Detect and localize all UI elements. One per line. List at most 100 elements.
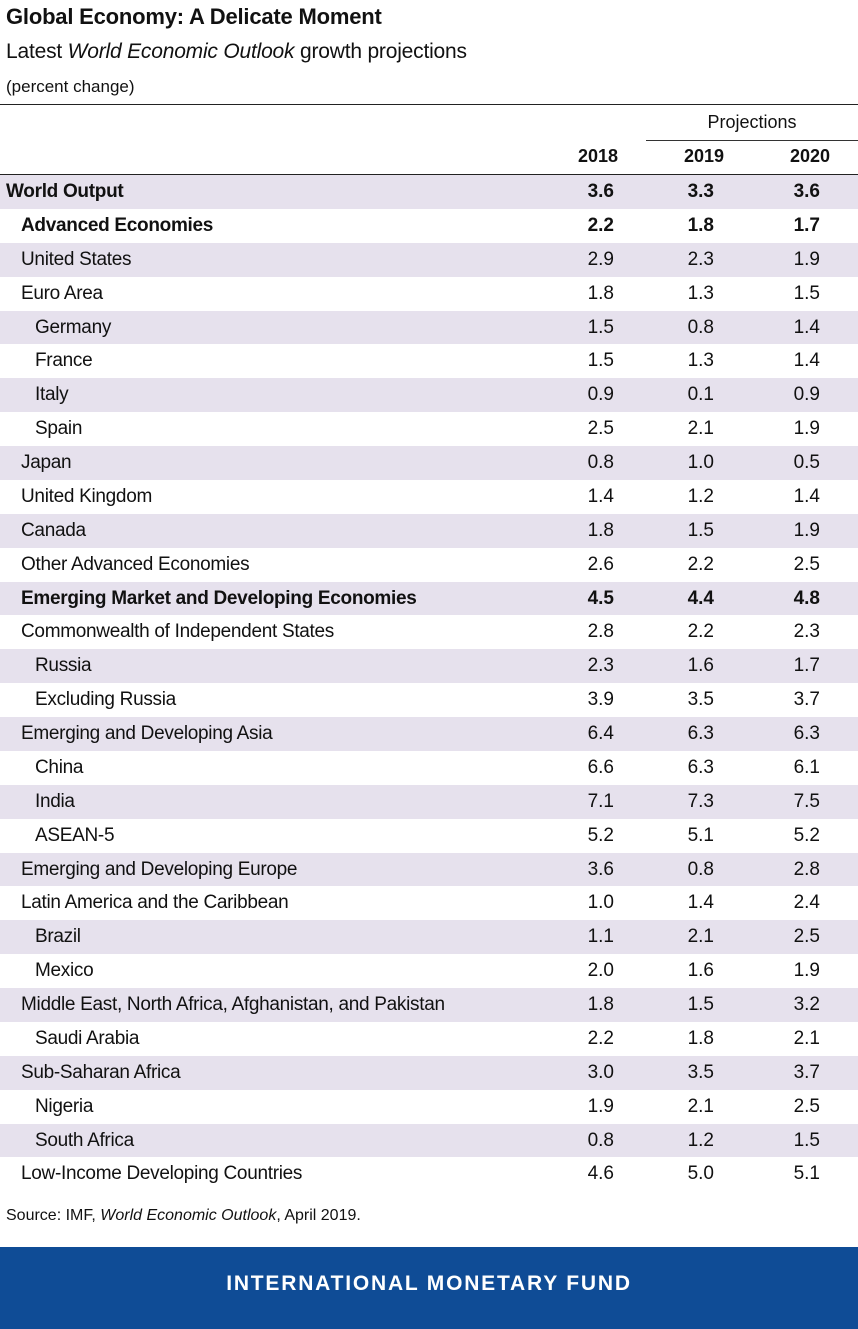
row-label: Euro Area bbox=[21, 282, 103, 304]
value-2018: 6.4 bbox=[587, 723, 614, 744]
table-row: Canada 1.8 1.5 1.9 bbox=[0, 513, 858, 548]
row-label: Italy bbox=[35, 384, 69, 406]
value-2020: 1.9 bbox=[793, 248, 820, 270]
row-label: Other Advanced Economies bbox=[21, 553, 250, 575]
value-2019: 1.0 bbox=[687, 452, 714, 473]
source-prefix: Source: IMF, bbox=[6, 1207, 101, 1224]
value-2018: 1.0 bbox=[587, 892, 614, 914]
value-2019: 1.2 bbox=[687, 485, 714, 507]
value-2018: 2.2 bbox=[587, 214, 614, 236]
value-2019: 1.5 bbox=[687, 519, 714, 541]
value-2018: 1.8 bbox=[587, 994, 614, 1015]
value-2020: 1.9 bbox=[793, 418, 820, 440]
table-row: Spain 2.5 2.1 1.9 bbox=[0, 412, 858, 446]
value-2019: 0.1 bbox=[687, 384, 714, 406]
value-2019: 5.0 bbox=[687, 1163, 714, 1185]
value-2020: 2.8 bbox=[793, 858, 820, 880]
subtitle-publication: World Economic Outlook bbox=[67, 40, 295, 63]
table-row: World Output 3.6 3.3 3.6 bbox=[0, 175, 858, 209]
value-2018: 2.9 bbox=[587, 248, 614, 270]
table-body: World Output 3.6 3.3 3.6 Advanced Economies 2… bbox=[0, 175, 858, 1191]
row-label: Russia bbox=[35, 655, 92, 677]
row-label: Advanced Economies bbox=[21, 214, 214, 236]
value-2019: 2.1 bbox=[687, 1095, 714, 1117]
table-row: Japan 0.8 1.0 0.5 bbox=[0, 446, 858, 480]
table-row: Mexico 2.0 1.6 1.9 bbox=[0, 954, 858, 988]
column-header-2018: 2018 bbox=[577, 146, 618, 166]
value-2018: 1.8 bbox=[587, 519, 614, 541]
value-2019: 2.3 bbox=[687, 248, 714, 270]
subtitle-suffix: growth projections bbox=[294, 40, 467, 63]
row-label: Mexico bbox=[35, 960, 94, 982]
value-2020: 2.4 bbox=[793, 892, 820, 914]
table-row: Latin America and the Caribbean 1.0 1.4 2.4 bbox=[0, 886, 858, 920]
row-label: World Output bbox=[6, 181, 124, 202]
row-label: Emerging and Developing Europe bbox=[21, 858, 298, 880]
table-row: United Kingdom 1.4 1.2 1.4 bbox=[0, 480, 858, 514]
value-2020: 1.9 bbox=[793, 960, 820, 982]
value-2020: 1.4 bbox=[793, 350, 820, 372]
value-2020: 1.7 bbox=[793, 655, 820, 677]
value-2020: 3.2 bbox=[793, 994, 820, 1015]
value-2020: 5.1 bbox=[793, 1163, 820, 1185]
value-2020: 0.9 bbox=[793, 384, 820, 406]
value-2019: 1.2 bbox=[687, 1129, 714, 1151]
chart-subtitle: Latest World Economic Outlook growth pro… bbox=[6, 40, 467, 64]
row-label: Germany bbox=[35, 316, 112, 338]
table-row: Nigeria 1.9 2.1 2.5 bbox=[0, 1090, 858, 1124]
column-header-2019: 2019 bbox=[683, 146, 724, 166]
value-2018: 2.5 bbox=[587, 418, 614, 440]
value-2018: 0.8 bbox=[587, 1129, 614, 1151]
table-row: Emerging and Developing Europe 3.6 0.8 2.8 bbox=[0, 852, 858, 887]
value-2020: 1.5 bbox=[793, 1129, 820, 1151]
value-2019: 3.5 bbox=[687, 689, 714, 711]
row-label: Latin America and the Caribbean bbox=[21, 892, 289, 914]
chart-title: Global Economy: A Delicate Moment bbox=[6, 4, 382, 29]
value-2019: 1.5 bbox=[687, 994, 714, 1015]
value-2020: 2.5 bbox=[793, 553, 820, 575]
row-label: France bbox=[35, 350, 93, 372]
table-row: Italy 0.9 0.1 0.9 bbox=[0, 378, 858, 413]
value-2019: 3.5 bbox=[687, 1061, 714, 1083]
value-2018: 4.5 bbox=[587, 587, 614, 609]
table-row: Euro Area 1.8 1.3 1.5 bbox=[0, 277, 858, 311]
table-row: ASEAN-5 5.2 5.1 5.2 bbox=[0, 819, 858, 853]
subtitle-prefix: Latest bbox=[6, 40, 68, 63]
table-row: India 7.1 7.3 7.5 bbox=[0, 784, 858, 819]
value-2018: 0.8 bbox=[587, 452, 614, 473]
value-2019: 0.8 bbox=[687, 858, 714, 880]
value-2018: 2.6 bbox=[587, 553, 614, 575]
footer-banner: INTERNATIONAL MONETARY FUND bbox=[0, 1247, 858, 1329]
source-suffix: , April 2019. bbox=[276, 1207, 361, 1224]
value-2020: 7.5 bbox=[793, 790, 820, 812]
row-label: Excluding Russia bbox=[35, 689, 176, 711]
row-label: Saudi Arabia bbox=[35, 1027, 140, 1049]
row-label: Sub-Saharan Africa bbox=[21, 1061, 181, 1083]
value-2018: 3.6 bbox=[587, 181, 614, 202]
row-label: Nigeria bbox=[35, 1095, 94, 1117]
table-row: Saudi Arabia 2.2 1.8 2.1 bbox=[0, 1022, 858, 1056]
table-row: Sub-Saharan Africa 3.0 3.5 3.7 bbox=[0, 1055, 858, 1090]
value-2019: 2.1 bbox=[687, 926, 714, 948]
row-label: India bbox=[35, 790, 75, 812]
value-2020: 2.3 bbox=[793, 621, 820, 643]
value-2019: 1.4 bbox=[687, 892, 714, 914]
row-label: China bbox=[35, 756, 84, 778]
row-label: Middle East, North Africa, Afghanistan, … bbox=[21, 994, 445, 1015]
value-2018: 6.6 bbox=[587, 756, 614, 778]
table-row: Other Advanced Economies 2.6 2.2 2.5 bbox=[0, 548, 858, 582]
value-2018: 7.1 bbox=[587, 790, 614, 812]
value-2018: 3.9 bbox=[587, 689, 614, 711]
table-row: Emerging and Developing Asia 6.4 6.3 6.3 bbox=[0, 717, 858, 751]
value-2019: 2.2 bbox=[687, 553, 714, 575]
row-label: Brazil bbox=[35, 926, 81, 948]
row-label: Commonwealth of Independent States bbox=[21, 621, 335, 643]
value-2018: 1.8 bbox=[587, 282, 614, 304]
value-2018: 2.2 bbox=[587, 1027, 614, 1049]
projections-label: Projections bbox=[707, 112, 797, 132]
value-2019: 7.3 bbox=[687, 790, 714, 812]
source-note: Source: IMF, World Economic Outlook, Apr… bbox=[6, 1207, 361, 1225]
row-label: Emerging Market and Developing Economies bbox=[21, 587, 417, 609]
footer-brand: INTERNATIONAL MONETARY FUND bbox=[226, 1272, 632, 1295]
row-label: South Africa bbox=[35, 1129, 134, 1151]
